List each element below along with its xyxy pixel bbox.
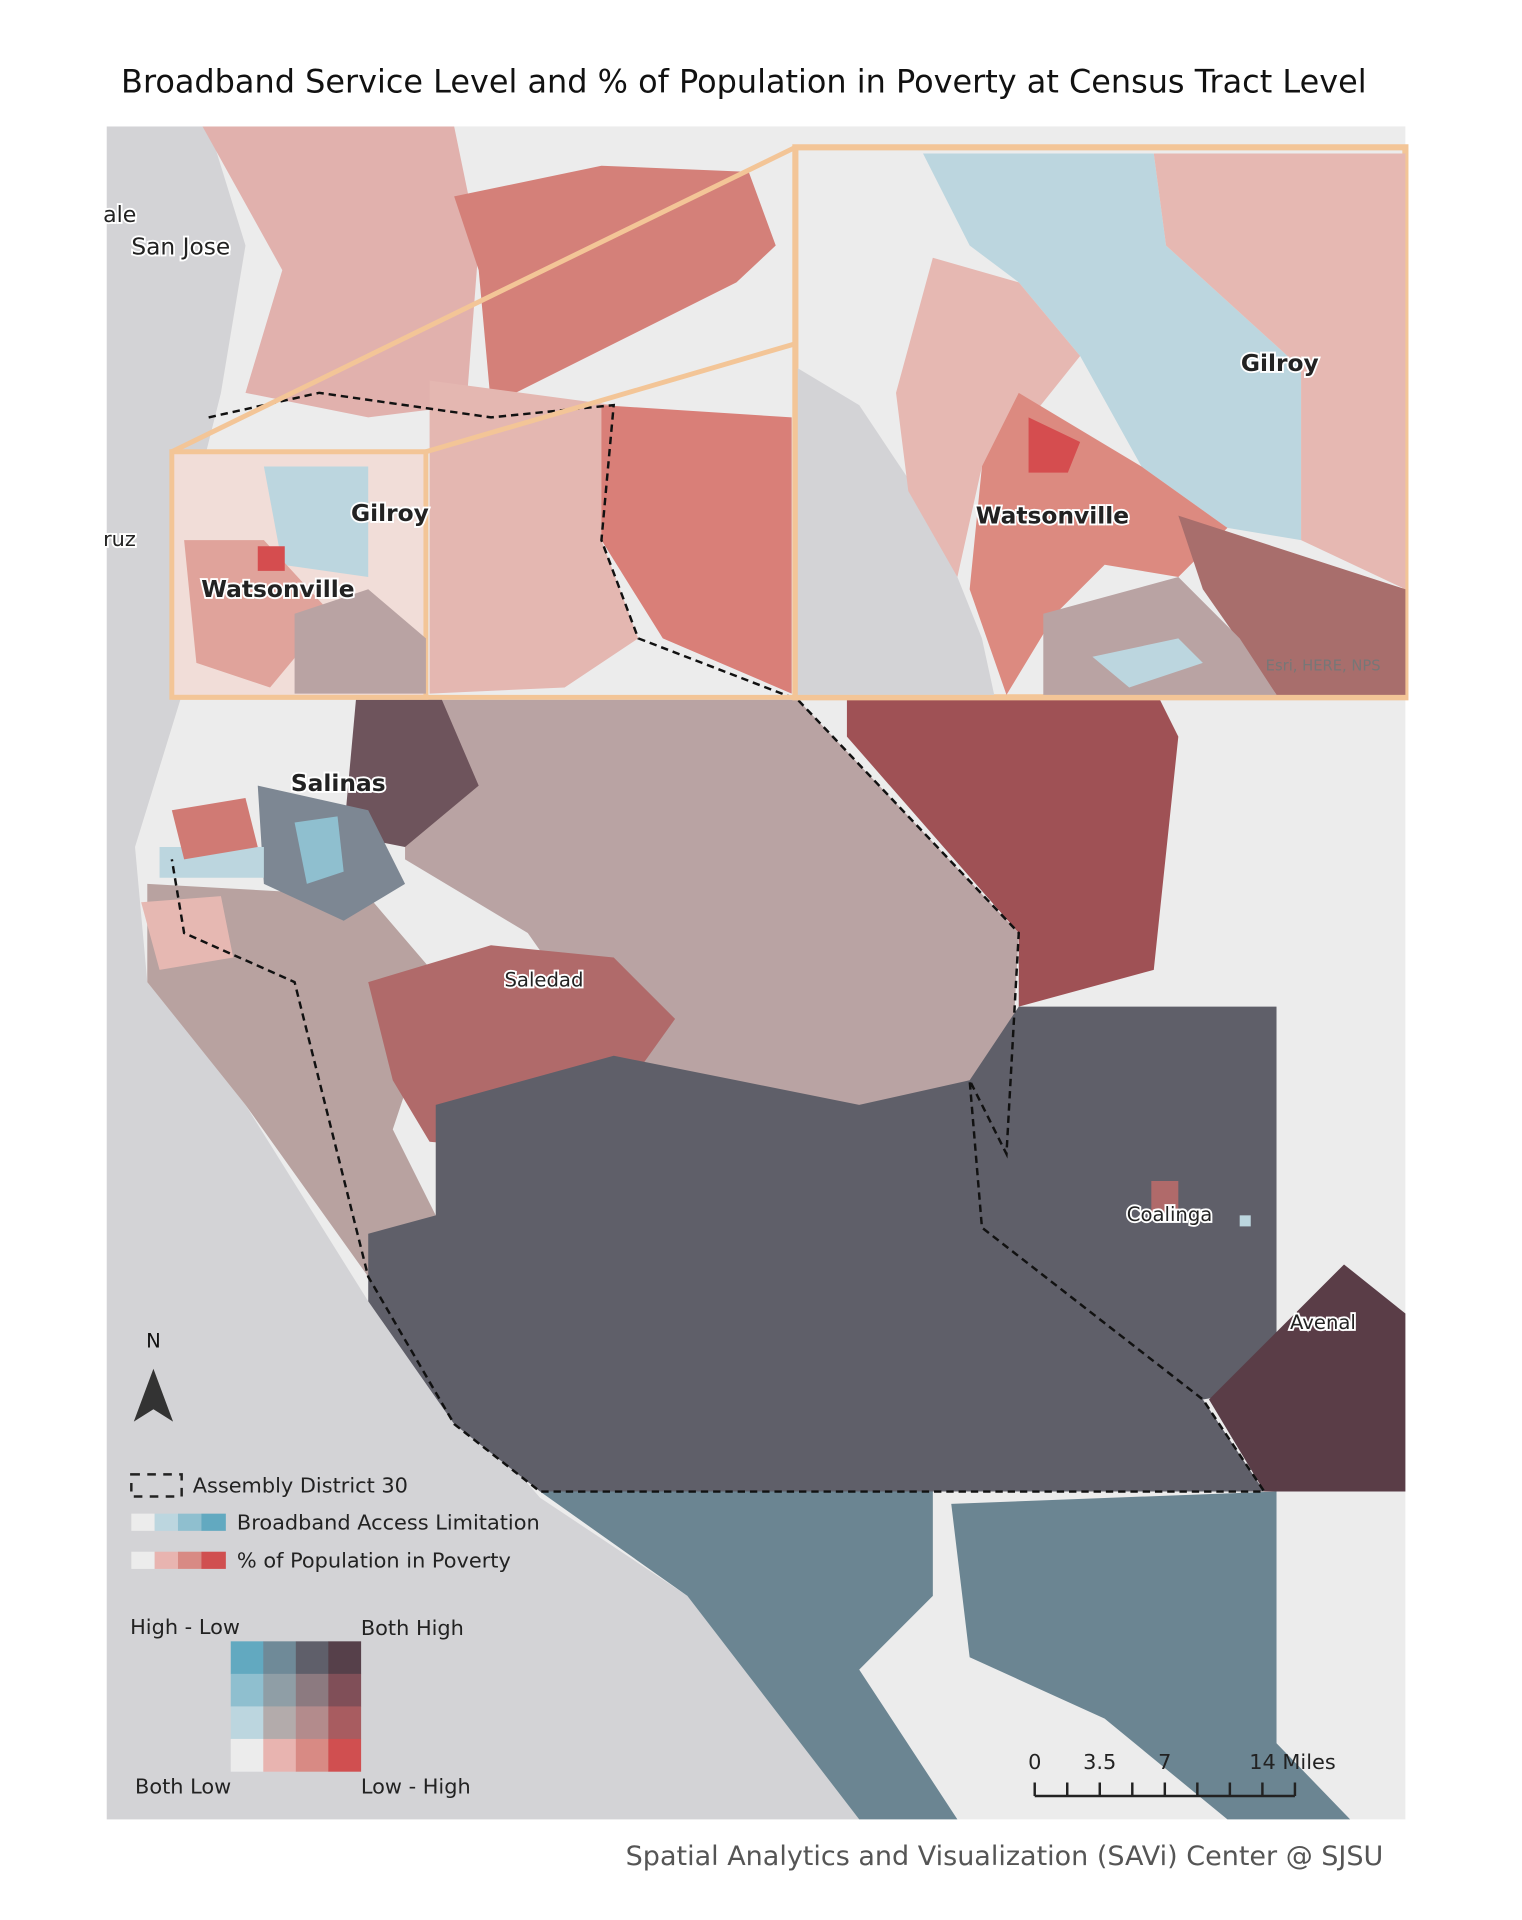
map-shape [425, 341, 797, 455]
bivariate-cell [263, 1673, 297, 1707]
map-shape [201, 1513, 226, 1531]
inset-label: Watsonville [976, 502, 1129, 529]
map-shape [202, 126, 479, 418]
bivariate-cell [295, 1706, 329, 1740]
map-shape [405, 699, 1019, 1167]
legend-district: Assembly District 30 [193, 1474, 408, 1498]
map-shape [294, 816, 344, 884]
bivariate-cell [263, 1706, 297, 1740]
map-shape [923, 153, 1302, 541]
bivariate-cell [263, 1738, 297, 1772]
north-label: N [146, 1329, 161, 1352]
map-shape [797, 368, 995, 695]
scale-label: 0 [1028, 1750, 1041, 1774]
map-shape [429, 380, 639, 694]
map-shape [141, 896, 234, 970]
place-label: ale [103, 202, 136, 228]
scale-label: 7 [1158, 1750, 1171, 1774]
bivariate-cell [328, 1738, 362, 1772]
map-shape [1209, 1264, 1406, 1492]
map-shape [201, 1551, 226, 1569]
map-shape [154, 1551, 178, 1569]
map-shape [106, 126, 860, 1820]
map-shape [263, 466, 369, 577]
place-label: Watsonville [201, 576, 354, 603]
map-shape [294, 589, 426, 694]
inset-attribution: Esri, HERE, NPS [1266, 658, 1381, 675]
bivariate-label: High - Low [130, 1615, 240, 1639]
place-label: Avenal [1290, 1311, 1356, 1334]
map-shape [951, 1491, 1351, 1820]
map-shape [1043, 576, 1277, 695]
map-shape [846, 699, 1179, 1007]
inset-label: Gilroy [1241, 350, 1319, 377]
credit: Spatial Analytics and Visualization (SAV… [626, 1841, 1384, 1872]
place-label: Salinas [291, 770, 386, 797]
bivariate-cell [230, 1641, 264, 1675]
map-shape [1151, 1180, 1179, 1218]
scale-bar: 0 3.5 7 14 Miles [1028, 1750, 1336, 1798]
map-shape [368, 1006, 1277, 1492]
map-shape [133, 1368, 174, 1422]
map-shape [601, 405, 792, 694]
bivariate-cell [295, 1673, 329, 1707]
bivariate-cell [328, 1706, 362, 1740]
place-label: Saledad [504, 968, 583, 991]
bivariate-cell [295, 1641, 329, 1675]
map-shape [230, 1641, 362, 1772]
bivariate-cell [230, 1673, 264, 1707]
map-shape [1028, 417, 1081, 473]
scale-label: 3.5 [1083, 1750, 1116, 1774]
map-shape [1153, 153, 1406, 590]
map-shape [177, 1551, 202, 1569]
bivariate-cell [295, 1738, 329, 1772]
title: Broadband Service Level and % of Populat… [121, 62, 1367, 100]
legend-broadband: Broadband Access Limitation [237, 1510, 540, 1534]
map-shape [1239, 1215, 1251, 1227]
place-label: ruz [103, 527, 136, 551]
bivariate-label: Both Low [135, 1774, 231, 1798]
map-shape [257, 546, 285, 571]
place-label: Gilroy [351, 500, 429, 527]
bivariate-cell [328, 1673, 362, 1707]
bivariate-cell [263, 1641, 297, 1675]
map-shape [170, 145, 797, 454]
map-frame [106, 126, 1409, 1820]
place-labels: ale San Jose ruz Gilroy Watsonville Salinas Sa… [101, 200, 1357, 1335]
map-shape [343, 699, 479, 848]
map-shape [177, 1513, 202, 1531]
legend: Assembly District 30 Broadband Access Li… [130, 1473, 540, 1798]
bivariate-label: Low - High [361, 1774, 471, 1798]
map-shape [454, 165, 776, 406]
place-label: San Jose [131, 233, 230, 260]
bivariate-label: Both High [361, 1616, 464, 1640]
map-shape [130, 1473, 183, 1498]
map-shape [540, 1491, 958, 1820]
map-shape [1092, 638, 1203, 688]
map-shape [170, 391, 1267, 1493]
map-shape [1178, 515, 1406, 695]
map-shape [171, 797, 258, 860]
place-label: Coalinga [1127, 1203, 1213, 1226]
legend-poverty: % of Population in Poverty [237, 1549, 511, 1573]
bivariate-cell [328, 1641, 362, 1675]
scale-label: 14 Miles [1249, 1750, 1335, 1774]
map-shape [154, 1513, 178, 1531]
north-arrow: N [133, 1329, 174, 1422]
map-shape [131, 1551, 155, 1569]
map-shape [131, 1513, 155, 1531]
bivariate-cell [230, 1738, 264, 1772]
bivariate-cell [230, 1706, 264, 1740]
map-shape [896, 257, 1081, 577]
